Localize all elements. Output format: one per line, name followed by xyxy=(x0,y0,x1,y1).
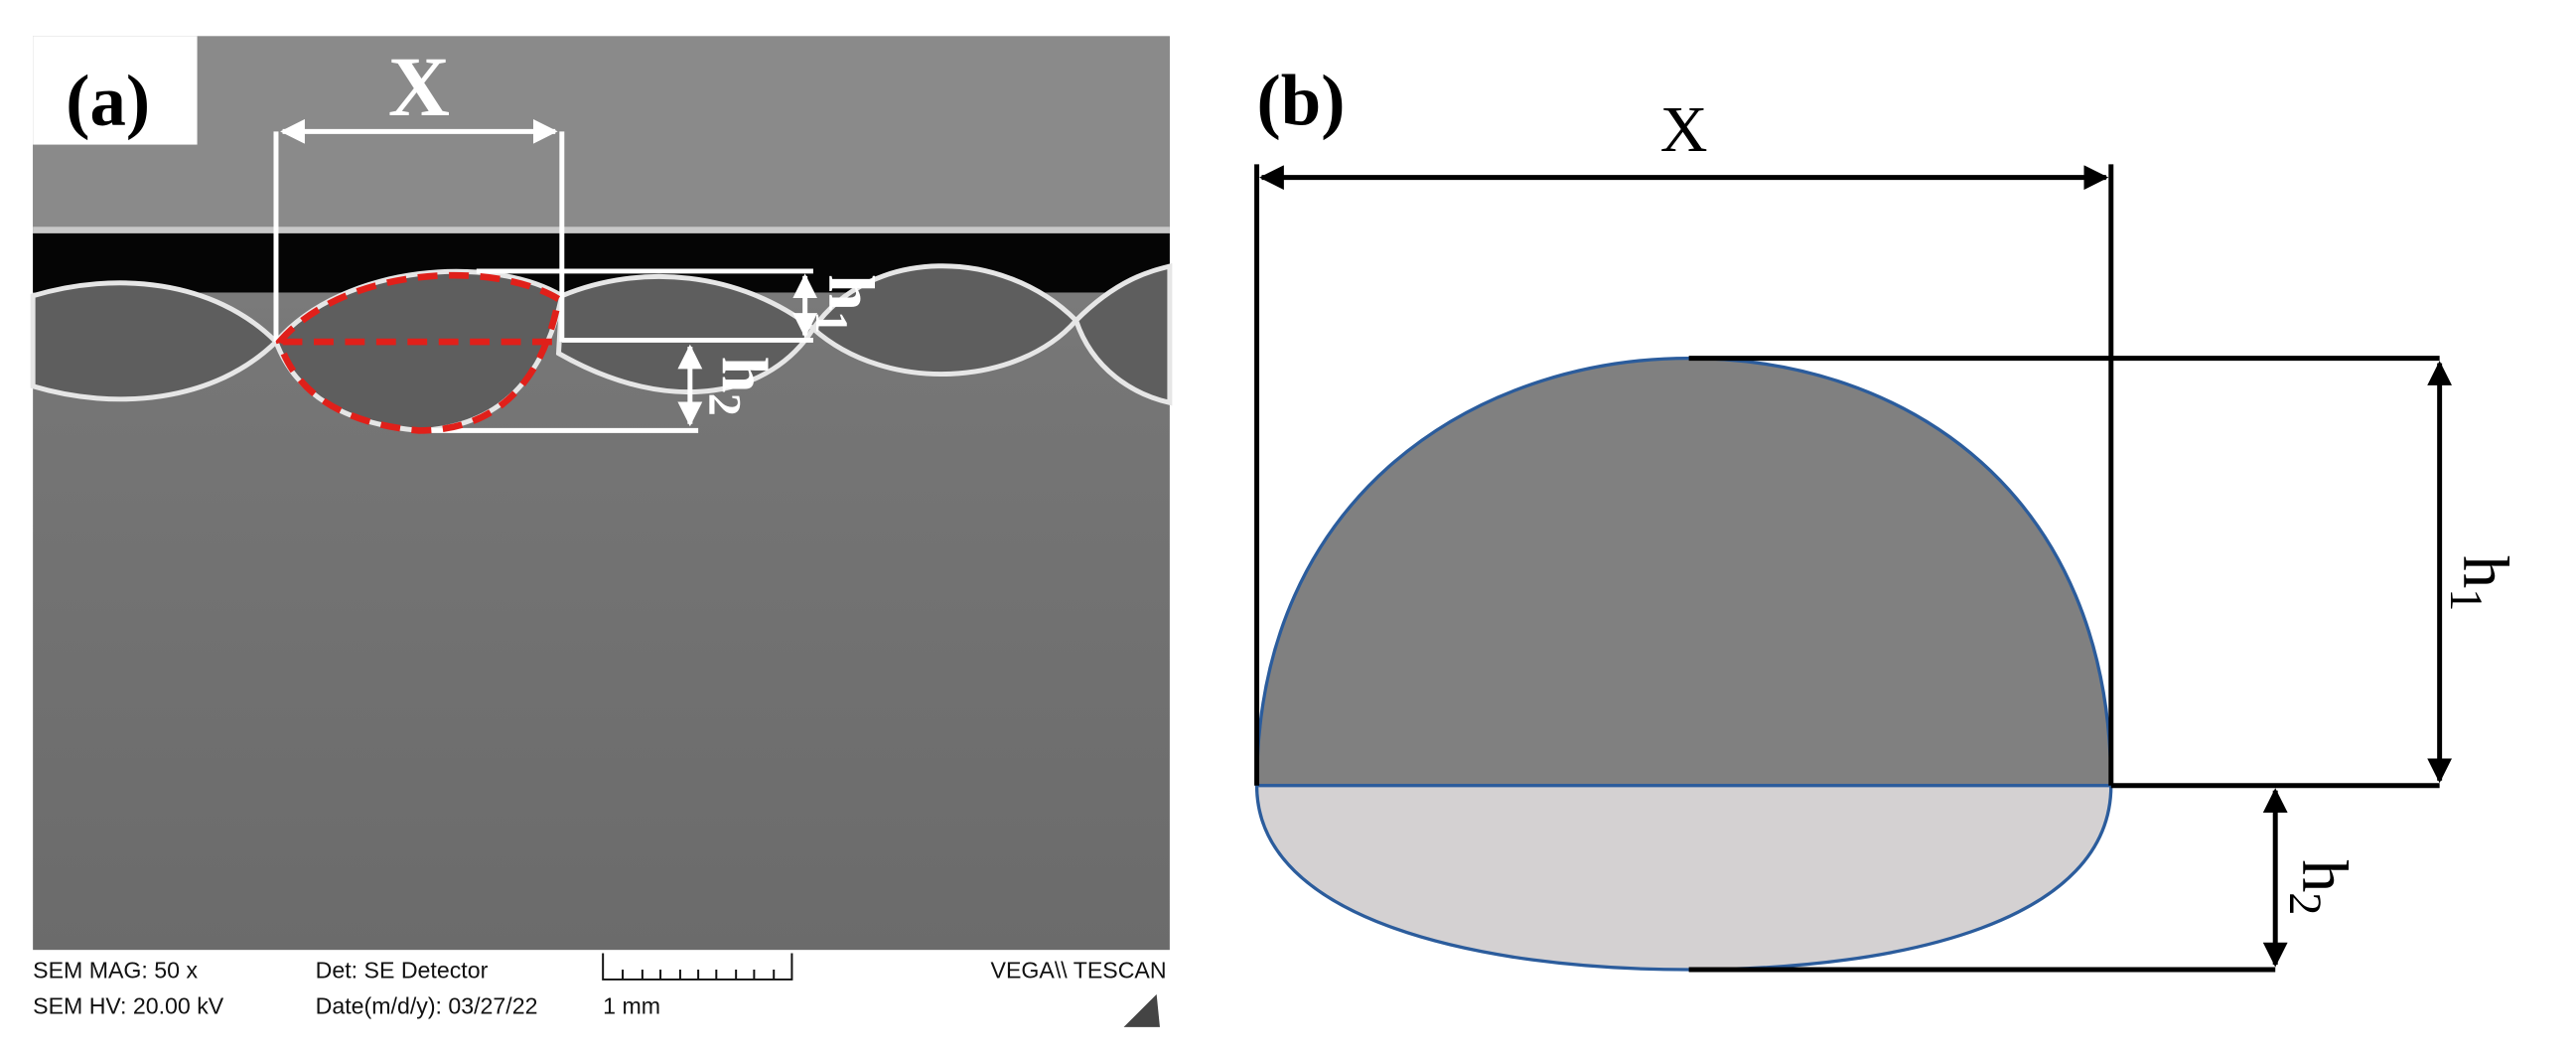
h-sub: 2 xyxy=(2279,892,2330,915)
info-text: VEGA\\ TESCAN xyxy=(991,957,1167,983)
h2-label: h2 xyxy=(699,357,781,416)
info-text: 1 mm xyxy=(603,993,660,1019)
h-base: h xyxy=(2449,555,2521,588)
info-text: Date(m/d/y): 03/27/22 xyxy=(316,993,538,1019)
info-text: Det: SE Detector xyxy=(316,957,489,983)
h1-label: h1 xyxy=(805,274,887,334)
x-label: X xyxy=(1660,93,1708,166)
sem-info: SEM MAG: 50 x SEM HV: 20.00 kV Det: SE D… xyxy=(33,953,1167,1027)
h-sub: 2 xyxy=(699,393,750,416)
h-base: h xyxy=(2288,859,2361,892)
schematic xyxy=(1254,164,2453,973)
x-label: X xyxy=(388,39,450,134)
sem-image xyxy=(30,36,1173,951)
info-text: SEM HV: 20.00 kV xyxy=(33,993,224,1019)
h2-label: h2 xyxy=(2279,859,2361,915)
h-base: h xyxy=(814,274,887,311)
info-text: SEM MAG: 50 x xyxy=(33,957,198,983)
h-base: h xyxy=(708,357,781,393)
annotations-a xyxy=(273,118,818,434)
h-sub: 1 xyxy=(2440,588,2491,611)
panel-label: (b) xyxy=(1257,61,1346,141)
panel-label: (a) xyxy=(66,61,150,141)
h1-label: h1 xyxy=(2440,555,2521,611)
h-sub: 1 xyxy=(805,311,856,334)
